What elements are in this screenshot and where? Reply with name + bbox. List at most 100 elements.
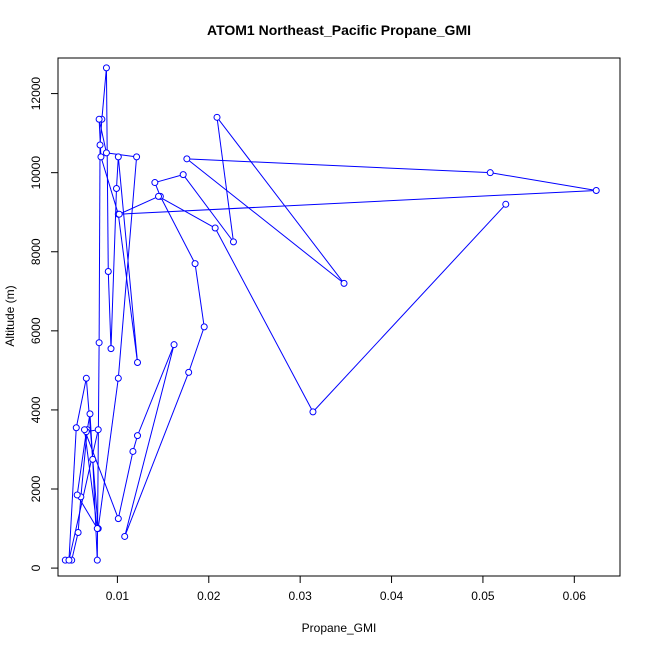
data-point — [102, 64, 110, 72]
y-axis-label: Altitude (m) — [3, 285, 17, 346]
x-tick-label: 0.02 — [197, 589, 221, 603]
data-point — [151, 179, 159, 187]
y-tick-label: 8000 — [29, 238, 43, 265]
series-segment — [158, 195, 216, 229]
data-point — [104, 268, 112, 276]
series-segment — [216, 117, 345, 284]
x-tick-label: 0.04 — [380, 589, 404, 603]
series-segment — [98, 119, 102, 157]
y-tick-label: 10000 — [29, 156, 43, 190]
x-tick-label: 0.03 — [288, 589, 312, 603]
series-segment — [137, 344, 175, 436]
series-segment — [117, 214, 138, 363]
series-segment — [119, 189, 597, 215]
data-point — [183, 155, 191, 163]
series-segment — [84, 429, 98, 529]
series-segment — [115, 156, 119, 189]
data-point — [309, 408, 317, 416]
data-point — [96, 141, 104, 149]
series-segment — [107, 271, 112, 349]
x-tick-label: 0.01 — [106, 589, 130, 603]
y-tick-label: 2000 — [29, 475, 43, 502]
data-point — [115, 210, 123, 218]
x-axis-label: Propane_GMI — [302, 621, 377, 635]
data-point — [81, 426, 89, 434]
data-point — [74, 529, 82, 537]
series-segment — [119, 195, 159, 215]
series-segment — [98, 119, 107, 154]
series-segment — [312, 203, 507, 413]
data-point — [65, 556, 73, 564]
series-segment — [124, 344, 175, 537]
data-point — [112, 184, 120, 192]
data-point — [107, 345, 115, 353]
data-point — [94, 426, 102, 434]
data-point — [155, 192, 163, 200]
series-segment — [216, 117, 234, 242]
data-point — [95, 339, 103, 347]
series-segment — [97, 378, 119, 529]
series-segment — [105, 67, 109, 272]
data-point — [592, 186, 600, 194]
data-point — [114, 374, 122, 382]
x-axis: 0.01 0.02 0.03 0.04 0.05 0.06 — [106, 575, 587, 603]
data-point — [213, 113, 221, 121]
data-point — [134, 358, 142, 366]
chart-title: ATOM1 Northeast_Pacific Propane_GMI — [207, 22, 471, 38]
data-lines — [65, 67, 597, 561]
series-segment — [490, 172, 597, 191]
series-segment — [124, 372, 190, 537]
series-segment — [101, 67, 107, 120]
series-segment — [98, 144, 101, 343]
y-tick-label: 6000 — [29, 317, 43, 344]
series-segment — [214, 227, 314, 413]
series-segment — [159, 196, 196, 264]
series-segment — [194, 263, 205, 327]
data-points — [61, 64, 600, 564]
data-point — [170, 341, 178, 349]
data-point — [93, 556, 101, 564]
y-tick-label: 0 — [29, 564, 43, 571]
data-point — [86, 410, 94, 418]
y-tick-label: 4000 — [29, 396, 43, 423]
x-tick-label: 0.06 — [563, 589, 587, 603]
data-point — [114, 153, 122, 161]
series-segment — [106, 152, 137, 158]
data-point — [340, 279, 348, 287]
data-point — [229, 238, 237, 246]
data-point — [72, 424, 80, 432]
x-tick-label: 0.05 — [471, 589, 495, 603]
series-segment — [117, 156, 138, 379]
series-segment — [75, 378, 87, 428]
data-point — [134, 432, 142, 440]
data-point — [133, 153, 141, 161]
data-point — [93, 525, 101, 533]
data-point — [185, 368, 193, 376]
data-point — [191, 260, 199, 268]
y-tick-label: 12000 — [29, 77, 43, 111]
series-segment — [84, 429, 119, 519]
series-segment — [76, 494, 98, 529]
series-segment — [188, 326, 205, 373]
series-segment — [100, 156, 119, 215]
data-point — [211, 224, 219, 232]
series-segment — [76, 431, 87, 496]
data-point — [114, 515, 122, 523]
data-point — [502, 200, 510, 208]
data-point — [121, 532, 129, 540]
data-point — [179, 171, 187, 179]
data-point — [89, 455, 97, 463]
series-segment — [154, 174, 184, 184]
series-segment — [68, 427, 77, 561]
series-segment — [186, 158, 345, 284]
series-segment — [186, 158, 491, 174]
data-point — [82, 374, 90, 382]
data-point — [95, 115, 103, 123]
series-segment — [85, 378, 99, 529]
data-point — [129, 447, 137, 455]
series-segment — [71, 532, 79, 561]
series-segment — [117, 451, 134, 519]
